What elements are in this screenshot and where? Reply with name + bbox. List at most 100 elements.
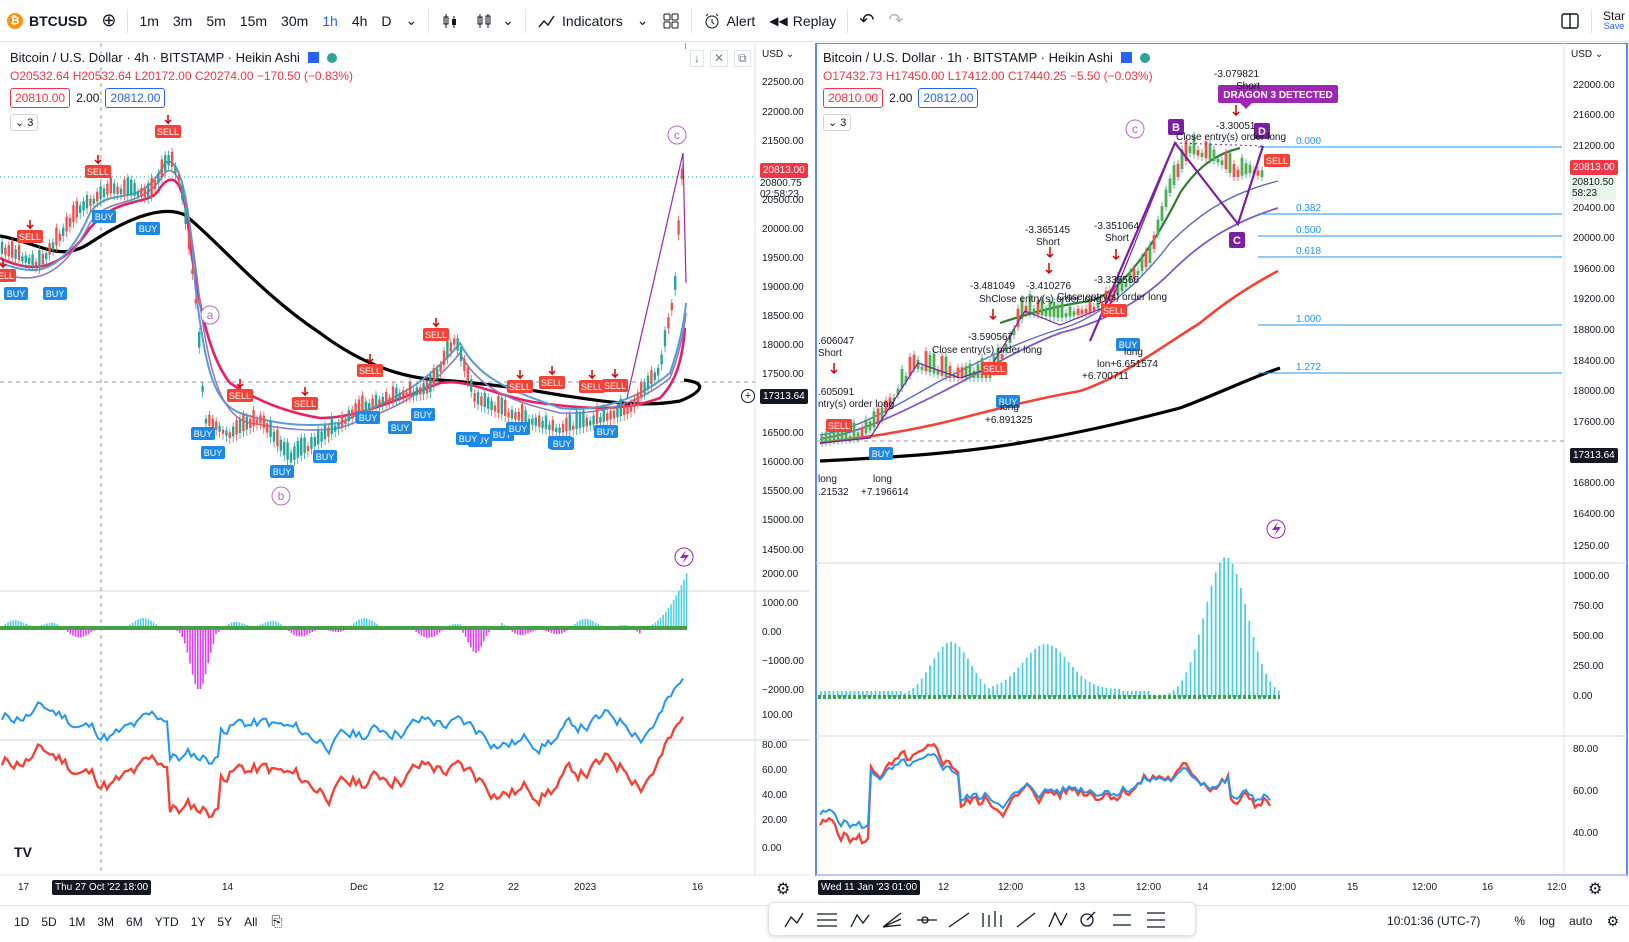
candle-body — [538, 415, 540, 426]
ray-tool-icon[interactable] — [949, 913, 969, 927]
left-chart-title[interactable]: Bitcoin / U.S. Dollar · 4h · BITSTAMP · … — [10, 50, 300, 65]
right-ask-price[interactable]: 20812.00 — [918, 88, 978, 108]
right-spread: 2.00 — [889, 91, 912, 105]
gann-tool-icon[interactable] — [883, 913, 901, 927]
sell-tag-label: SELL — [87, 167, 109, 177]
maximize-icon[interactable]: ⧉ — [734, 50, 751, 67]
undo-icon: ↶ — [859, 10, 874, 31]
brush-tool-icon[interactable] — [1017, 913, 1035, 927]
candle-body — [616, 406, 618, 417]
interval-d[interactable]: D — [374, 0, 398, 42]
left-indicators-collapse[interactable]: ⌄ 3 — [10, 114, 38, 131]
fib-tool-icon[interactable] — [817, 914, 837, 926]
xabcd-tool-icon[interactable] — [1049, 913, 1067, 927]
price-axis-label: 18800.00 — [1573, 325, 1615, 336]
osc-bar — [668, 608, 670, 628]
range-button-5y[interactable]: 5Y — [211, 915, 238, 929]
range-button-1d[interactable]: 1D — [8, 915, 35, 929]
indicators-button[interactable]: Indicators ⌄ — [530, 0, 655, 42]
parallel-channel-icon[interactable] — [1113, 915, 1131, 925]
candle-body — [654, 372, 656, 380]
candle-body — [246, 417, 248, 430]
settings-icon[interactable]: ⚙ — [1606, 913, 1619, 930]
time-axis-label: 12:00 — [1136, 882, 1161, 893]
left-bid-price[interactable]: 20810.00 — [10, 88, 70, 108]
compare-button[interactable]: ⊕ — [94, 0, 123, 42]
regression-tool-icon[interactable] — [1147, 913, 1165, 927]
osc-bar — [1076, 672, 1078, 697]
clock-time[interactable]: 10:01:36 (UTC-7) — [1387, 914, 1480, 928]
right-settings-gear-icon[interactable]: ⚙ — [1588, 879, 1602, 899]
range-button-all[interactable]: All — [238, 915, 263, 929]
interval-15m[interactable]: 15m — [233, 0, 274, 42]
undo-button[interactable]: ↶ — [852, 0, 881, 42]
layout-button[interactable] — [655, 0, 687, 42]
log-toggle[interactable]: log — [1539, 914, 1555, 928]
interval-4h[interactable]: 4h — [345, 0, 375, 42]
fib-level-label: 0.000 — [1296, 136, 1321, 147]
tradingview-logo[interactable]: TV — [8, 841, 38, 863]
interval-30m[interactable]: 30m — [274, 0, 315, 42]
candle-body — [630, 403, 632, 412]
candle-body — [1081, 310, 1084, 315]
range-button-1y[interactable]: 1Y — [185, 915, 212, 929]
lightning-icon[interactable] — [675, 548, 693, 566]
candle-body — [929, 355, 932, 372]
right-indicators-collapse[interactable]: ⌄ 3 — [823, 114, 851, 131]
save-button[interactable]: Star Save — [1596, 0, 1629, 42]
interval-dropdown[interactable]: ⌄ — [399, 0, 425, 42]
bars-pattern-icon[interactable] — [983, 911, 1001, 927]
alert-button[interactable]: Alert — [696, 0, 762, 42]
left-ask-price[interactable]: 20812.00 — [105, 88, 165, 108]
cycle-tool-icon[interactable] — [1081, 912, 1095, 926]
date-range-icon[interactable]: ⎘ — [263, 913, 290, 930]
price-axis-label: 21600.00 — [1573, 110, 1615, 121]
candle-body — [11, 241, 13, 257]
lightning-icon-right[interactable] — [1267, 520, 1285, 538]
candle-body — [825, 432, 828, 442]
close-icon[interactable]: ✕ — [710, 50, 728, 67]
right-currency-label[interactable]: USD ⌄ — [1571, 49, 1603, 60]
right-bid-price[interactable]: 20810.00 — [823, 88, 883, 108]
osc-bar — [207, 628, 209, 663]
candle-body — [320, 432, 322, 442]
left-currency-label[interactable]: USD ⌄ — [762, 49, 794, 60]
interval-3m[interactable]: 3m — [166, 0, 199, 42]
interval-5m[interactable]: 5m — [199, 0, 232, 42]
percent-toggle[interactable]: % — [1514, 914, 1525, 928]
range-button-1m[interactable]: 1M — [63, 915, 92, 929]
candle-body — [25, 255, 27, 262]
range-button-ytd[interactable]: YTD — [149, 915, 185, 929]
candle-body — [392, 386, 394, 400]
range-button-5d[interactable]: 5D — [35, 915, 62, 929]
indicators-icon — [537, 12, 557, 30]
arrow-down-icon[interactable]: ↓ — [690, 50, 704, 67]
chart-layout-toggle[interactable] — [1553, 0, 1587, 42]
left-settings-gear-icon[interactable]: ⚙ — [776, 879, 790, 899]
heikin-ashi-button[interactable]: ⌄ — [467, 0, 521, 42]
interval-1m[interactable]: 1m — [132, 0, 165, 42]
bar-style-button[interactable] — [433, 0, 467, 42]
pattern-tool-icon[interactable] — [851, 915, 869, 927]
candle-body — [555, 428, 557, 432]
right-chart-title[interactable]: Bitcoin / U.S. Dollar · 1h · BITSTAMP · … — [823, 50, 1113, 65]
crosshair-add-icon[interactable]: + — [741, 389, 755, 403]
candle-body — [969, 364, 972, 378]
trend-tool-icon[interactable] — [785, 913, 803, 927]
osc-bar — [1156, 696, 1158, 697]
line-tool-icon[interactable] — [917, 917, 937, 923]
replay-button[interactable]: ◀◀ Replay — [762, 0, 843, 42]
symbol-search[interactable]: ₿ BTCUSD — [0, 0, 94, 42]
candle-body — [65, 217, 67, 232]
osc-bar — [933, 658, 935, 697]
range-button-6m[interactable]: 6M — [120, 915, 149, 929]
time-axis-label: 14 — [1197, 882, 1208, 893]
interval-1h[interactable]: 1h — [315, 0, 345, 42]
osc-bar — [1198, 635, 1200, 697]
range-button-3m[interactable]: 3M — [91, 915, 120, 929]
auto-toggle[interactable]: auto — [1569, 914, 1592, 928]
fib-level-label: 0.500 — [1296, 225, 1321, 236]
